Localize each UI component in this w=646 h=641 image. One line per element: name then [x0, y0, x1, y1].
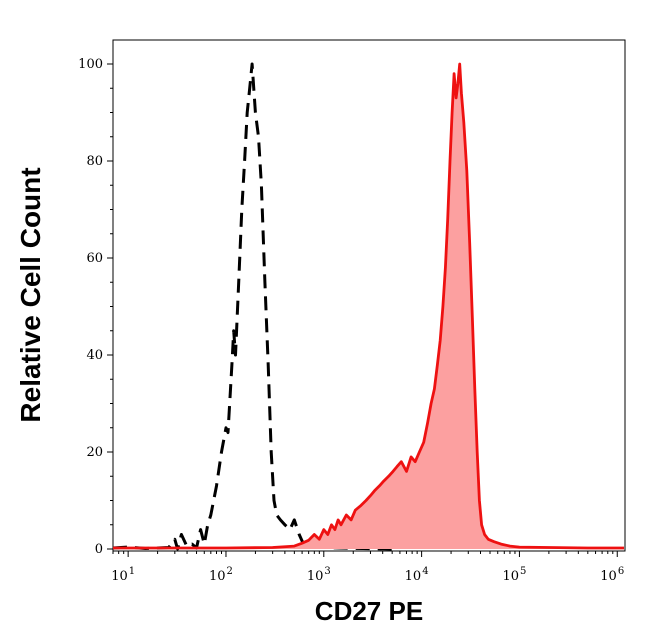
- y-tick-label: 40: [86, 348, 103, 363]
- x-tick-label: 101: [111, 566, 135, 584]
- y-tick-label: 80: [86, 154, 103, 169]
- series-1-fill: [113, 64, 624, 549]
- series-0-line: [112, 62, 393, 551]
- x-tick-label: 106: [600, 566, 624, 584]
- x-axis-ticks: 101 102 103 104 105 106: [111, 551, 624, 584]
- y-tick-label: 0: [95, 542, 103, 557]
- series-1-line: [113, 62, 624, 550]
- series-layer: [112, 62, 624, 551]
- y-tick-label: 100: [78, 57, 103, 72]
- y-tick-label: 20: [86, 445, 103, 460]
- x-tick-label: 105: [502, 566, 526, 584]
- x-tick-label: 102: [209, 566, 233, 584]
- y-axis-ticks: 0 20 40 60 80 100: [78, 57, 113, 557]
- x-axis-label: CD27 PE: [315, 596, 423, 626]
- x-tick-label: 104: [405, 566, 429, 584]
- y-tick-label: 60: [86, 251, 103, 266]
- y-axis-label: Relative Cell Count: [15, 167, 46, 422]
- plot-frame: [112, 39, 626, 552]
- x-tick-label: 103: [307, 566, 331, 584]
